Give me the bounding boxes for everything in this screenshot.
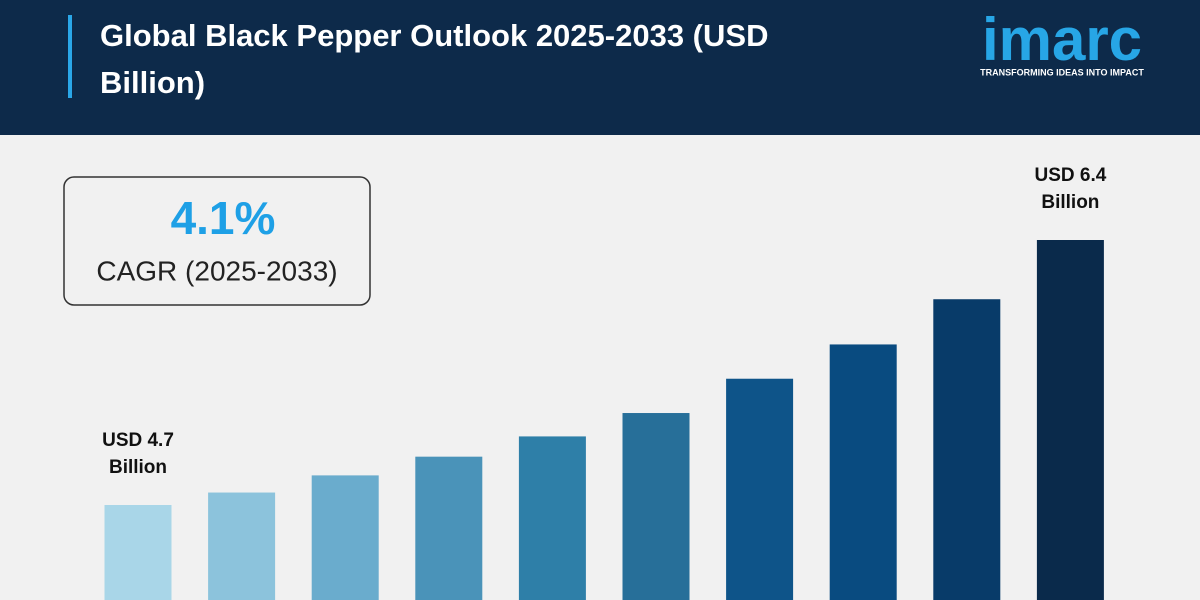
- value-label: USD 4.7 Billion: [102, 430, 174, 478]
- logo: imarc: [982, 6, 1142, 73]
- bar: [518, 436, 586, 600]
- tagline: TRANSFORMING IDEAS INTO IMPACT: [980, 67, 1144, 77]
- cagr-box: [63, 176, 371, 306]
- title-accent: [68, 15, 72, 98]
- bar: [1036, 240, 1104, 600]
- bar: [208, 492, 276, 600]
- chart-title: Global Black Pepper Outlook 2025-2033 (U…: [100, 18, 769, 100]
- bar: [622, 413, 690, 600]
- cagr-label: CAGR (2025-2033): [96, 255, 337, 286]
- header: [0, 0, 1200, 135]
- bar: [415, 456, 483, 600]
- bar: [311, 475, 379, 600]
- cagr-value: 4.1%: [171, 192, 276, 244]
- bar: [829, 344, 897, 600]
- bar: [933, 299, 1001, 600]
- value-label: USD 6.4 Billion: [1034, 165, 1107, 213]
- bar: [104, 505, 172, 600]
- bar: [726, 378, 794, 600]
